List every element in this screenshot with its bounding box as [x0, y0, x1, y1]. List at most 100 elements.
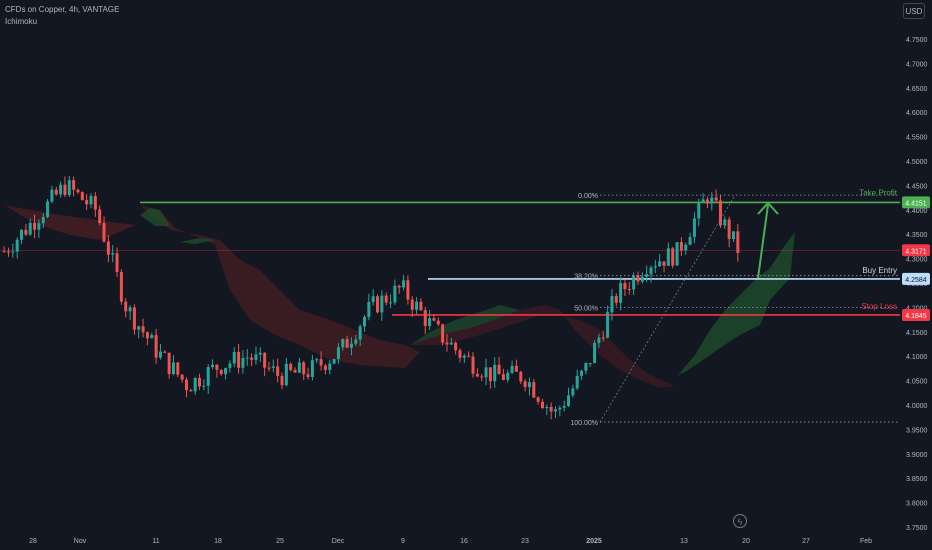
candles-layer — [2, 176, 740, 420]
candle-body — [449, 342, 453, 345]
price-tick-label: 4.3500 — [906, 232, 928, 239]
ichimoku-cloud — [140, 208, 170, 226]
candle-body — [523, 381, 527, 388]
candle-body — [145, 332, 149, 339]
last-price-badge-label: 4.3171 — [905, 248, 927, 255]
candle-body — [358, 326, 362, 340]
time-axis-layer: 28 Nov 11 18 25 Dec 9 16 23 2025 13 20 27 Feb — [29, 538, 872, 545]
candle-body — [189, 390, 193, 392]
candle-body — [705, 199, 709, 204]
stop-loss-badge — [902, 308, 930, 321]
candle-body — [76, 189, 80, 193]
candle-body — [488, 367, 492, 382]
candle-body — [167, 352, 171, 375]
candle-body — [315, 359, 319, 361]
candle-body — [371, 296, 375, 303]
candle-body — [41, 216, 45, 224]
buy-entry-label: Buy Entry — [862, 266, 897, 275]
candle-body — [115, 253, 119, 272]
candle-body — [714, 197, 718, 201]
candle-body — [241, 358, 245, 368]
candle-body — [254, 354, 258, 360]
candle-body — [727, 219, 731, 240]
candle-body — [180, 374, 184, 380]
last-price-badge — [902, 244, 930, 257]
time-tick-label: Nov — [74, 538, 87, 545]
candle-body — [675, 242, 679, 266]
stop-loss-label: Stop Loss — [861, 302, 897, 311]
ichimoku-cloud — [140, 205, 420, 368]
candle-body — [33, 222, 37, 230]
candle-body — [219, 369, 223, 375]
currency-button[interactable]: USD — [903, 3, 925, 19]
time-tick-label: 23 — [521, 538, 529, 545]
candle-body — [436, 320, 440, 325]
candle-body — [319, 359, 323, 366]
buy-entry-badge-label: 4.2584 — [905, 277, 927, 284]
level-lines-layer: Take Profit Buy Entry Stop Loss — [0, 188, 900, 316]
candle-body — [445, 342, 449, 345]
candle-body — [128, 307, 132, 312]
candle-body — [349, 343, 353, 348]
time-tick-label: Feb — [860, 538, 872, 545]
candle-body — [297, 362, 301, 373]
indicator-label[interactable]: Ichimoku — [5, 17, 38, 26]
candle-body — [688, 237, 692, 245]
time-tick-label: 25 — [276, 538, 284, 545]
time-tick-label: Dec — [332, 538, 345, 545]
candle-body — [423, 310, 427, 327]
candle-body — [24, 229, 28, 235]
candle-body — [736, 231, 740, 253]
candle-body — [124, 301, 128, 312]
projection-arrow-layer — [757, 201, 779, 279]
candle-body — [106, 241, 110, 255]
candle-body — [15, 239, 19, 252]
candle-body — [710, 197, 714, 204]
candle-body — [228, 363, 232, 368]
price-axis-layer: 4.7500 4.7000 4.6500 4.6000 4.5500 4.5000 4.45… — [902, 37, 930, 532]
candle-body — [72, 180, 76, 190]
candle-body — [614, 296, 618, 303]
fib-level-label: 38.20% — [574, 274, 598, 281]
candle-body — [679, 242, 683, 251]
candle-body — [662, 261, 666, 266]
candle-body — [98, 209, 102, 224]
candle-body — [593, 342, 597, 364]
ichimoku-cloud — [678, 232, 795, 375]
bolt-icon[interactable]: ϟ — [733, 514, 747, 528]
candle-body — [506, 372, 510, 380]
candle-body — [224, 367, 228, 375]
candle-body — [627, 289, 631, 291]
candle-body — [484, 367, 488, 378]
price-tick-label: 3.9000 — [906, 452, 928, 459]
candle-body — [402, 280, 406, 288]
candle-body — [493, 364, 497, 382]
price-tick-label: 4.7000 — [906, 61, 928, 68]
price-tick-label: 4.4000 — [906, 208, 928, 215]
candle-body — [384, 295, 388, 303]
candle-body — [367, 302, 371, 317]
time-tick-label: 16 — [460, 538, 468, 545]
take-profit-badge — [902, 196, 930, 209]
candle-body — [701, 199, 705, 202]
candle-body — [527, 382, 531, 388]
candle-body — [501, 374, 505, 380]
candle-body — [532, 382, 536, 398]
candle-body — [137, 326, 141, 330]
price-tick-label: 4.6500 — [906, 86, 928, 93]
candle-body — [428, 318, 432, 327]
candle-body — [545, 406, 549, 409]
fib-layer: 0.00% 38.20% 50.00% 100.00% — [570, 193, 900, 427]
price-tick-label: 3.9500 — [906, 427, 928, 434]
candle-body — [59, 184, 63, 195]
take-profit-badge-label: 4.4151 — [905, 200, 927, 207]
candle-body — [718, 200, 722, 226]
candle-body — [306, 374, 310, 377]
candle-body — [89, 195, 93, 205]
ichimoku-cloud — [180, 238, 215, 244]
candle-body — [640, 276, 644, 282]
candle-body — [202, 385, 206, 387]
candle-body — [362, 316, 366, 327]
